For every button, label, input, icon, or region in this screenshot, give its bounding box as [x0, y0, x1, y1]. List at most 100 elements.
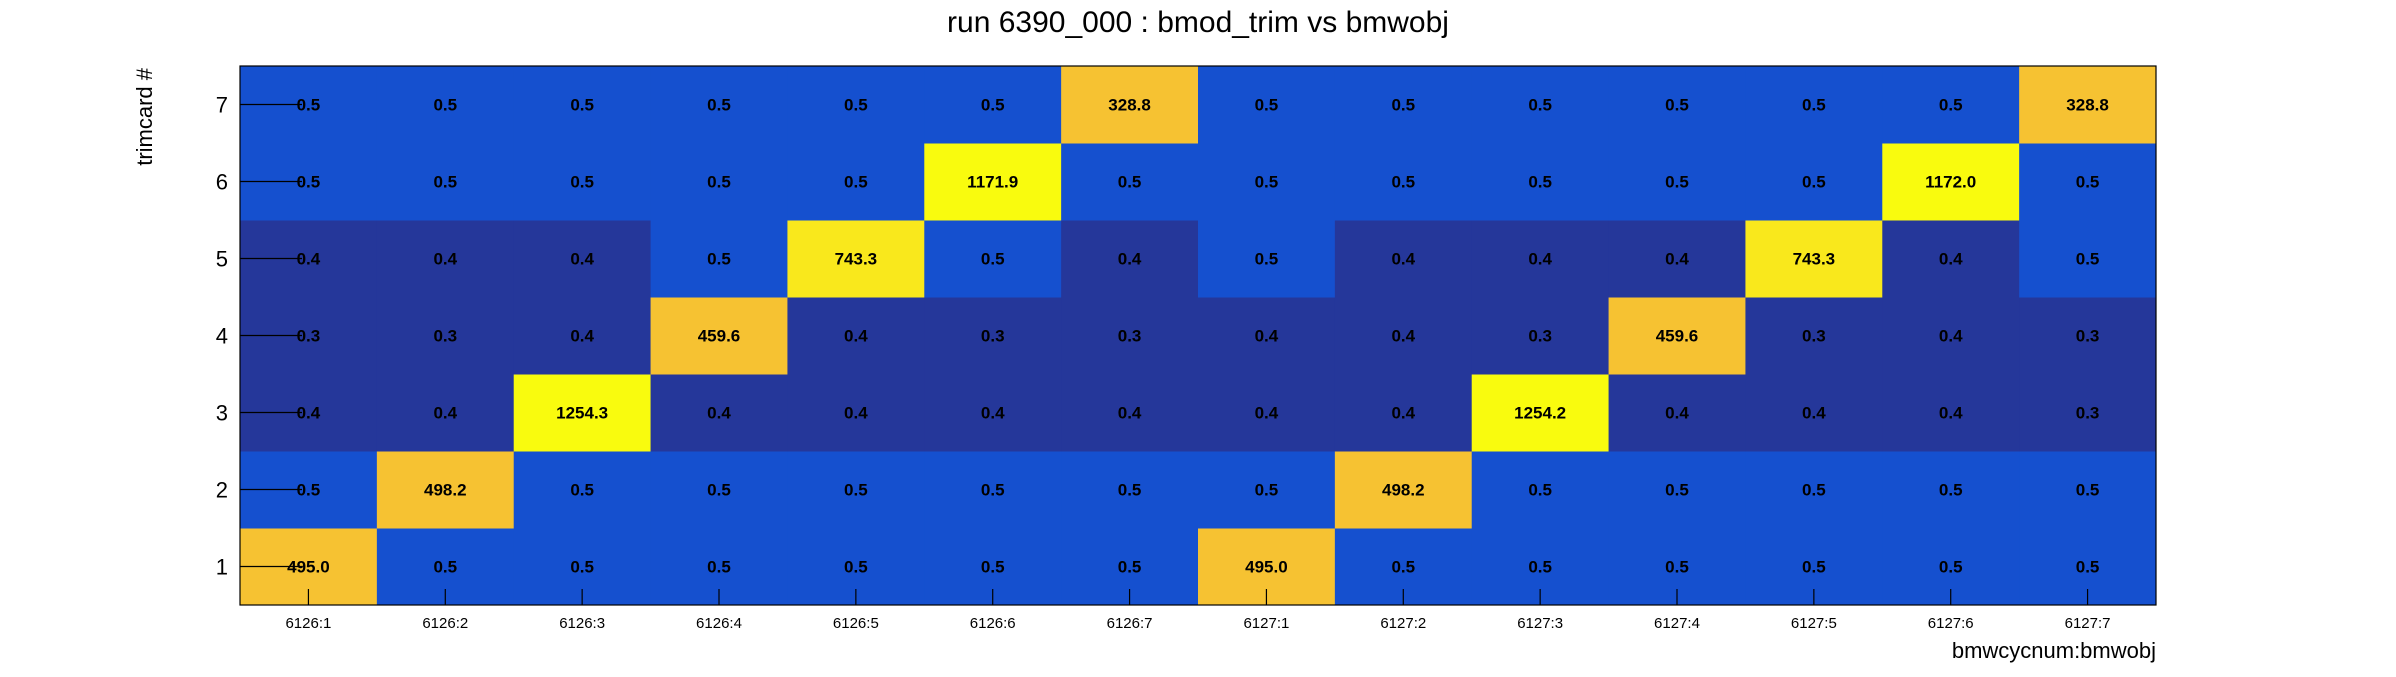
cell-value-label: 0.4 [1665, 404, 1689, 423]
cell-value-label: 0.5 [1255, 481, 1279, 500]
cell-value-label: 0.5 [981, 481, 1005, 500]
cell-value-label: 0.3 [1528, 327, 1552, 346]
y-tick-label: 2 [216, 478, 228, 503]
heatmap-cell [650, 220, 788, 298]
heatmap-cell [924, 66, 1062, 144]
cell-value-label: 0.4 [1665, 250, 1689, 269]
heatmap-cell [513, 143, 652, 221]
cell-value-label: 328.8 [2066, 96, 2109, 115]
cell-value-label: 0.3 [2076, 404, 2100, 423]
heatmap-cell [1608, 66, 1746, 144]
cell-value-label: 0.5 [570, 481, 594, 500]
heatmap-cell [1745, 66, 1883, 144]
heatmap-cell [787, 374, 925, 452]
heatmap-cell [2019, 451, 2157, 529]
x-tick-label: 6126:4 [696, 615, 742, 632]
heatmap-cell [1608, 451, 1746, 529]
heatmap-cell [1745, 297, 1883, 375]
cell-value-label: 0.4 [844, 404, 868, 423]
cell-value-label: 0.5 [1255, 173, 1279, 192]
cell-value-label: 0.5 [2076, 173, 2100, 192]
cell-value-label: 0.5 [707, 96, 731, 115]
cell-value-label: 0.4 [1939, 250, 1963, 269]
cell-value-label: 0.5 [1939, 481, 1963, 500]
cell-value-label: 0.3 [2076, 327, 2100, 346]
heatmap-cell [787, 451, 925, 529]
cell-value-label: 0.5 [1802, 481, 1826, 500]
heatmap-cell [787, 66, 925, 144]
heatmap-cell [787, 297, 925, 375]
y-axis-title: trimcard # [132, 67, 157, 166]
y-tick-label: 6 [216, 170, 228, 195]
heatmap-cell [1334, 66, 1473, 144]
heatmap-cell [376, 374, 515, 452]
cell-value-label: 0.5 [1665, 481, 1689, 500]
cell-value-label: 0.5 [433, 173, 457, 192]
cell-value-label: 0.5 [707, 250, 731, 269]
y-tick-label: 4 [216, 324, 228, 349]
heatmap-cell [1471, 220, 1610, 298]
cell-value-label: 0.5 [844, 173, 868, 192]
heatmap-cell [650, 143, 788, 221]
heatmap-cell [787, 143, 925, 221]
x-tick-label: 6126:7 [1107, 615, 1153, 632]
heatmap-cell [1608, 220, 1746, 298]
cell-value-label: 0.5 [1118, 173, 1142, 192]
heatmap-cell [924, 297, 1062, 375]
cell-value-label: 1171.9 [967, 173, 1018, 192]
cell-value-label: 0.4 [1391, 327, 1415, 346]
heatmap-cell [376, 143, 515, 221]
heatmap-cell [650, 374, 788, 452]
heatmap-cell [2019, 297, 2157, 375]
heatmap-cell [376, 297, 515, 375]
cell-value-label: 498.2 [1382, 481, 1425, 500]
heatmap-cell [1608, 143, 1746, 221]
heatmap-cell [1471, 66, 1610, 144]
heatmap-cell [1882, 220, 2020, 298]
cell-value-label: 0.5 [1665, 96, 1689, 115]
cell-value-label: 0.5 [1528, 481, 1552, 500]
heatmap-cell [1745, 374, 1883, 452]
x-tick-label: 6126:3 [559, 615, 605, 632]
heatmap-cell [1334, 451, 1473, 529]
heatmap-cell [1061, 451, 1199, 529]
heatmap-cell [787, 220, 925, 298]
cell-value-label: 0.5 [1391, 558, 1415, 577]
heatmap-cell [513, 374, 652, 452]
heatmap-cell [924, 451, 1062, 529]
cell-value-label: 0.4 [433, 404, 457, 423]
cell-value-label: 0.5 [844, 481, 868, 500]
heatmap-cell [1061, 66, 1199, 144]
chart-title: run 6390_000 : bmod_trim vs bmwobj [947, 6, 1449, 39]
cell-value-label: 459.6 [698, 327, 741, 346]
x-tick-label: 6127:3 [1517, 615, 1563, 632]
y-tick-label: 7 [216, 93, 228, 118]
heatmap-cell [1061, 220, 1199, 298]
cell-value-label: 0.5 [1939, 96, 1963, 115]
heatmap-cell [1198, 374, 1336, 452]
cell-value-label: 498.2 [424, 481, 467, 500]
cell-value-label: 0.5 [2076, 558, 2100, 577]
x-tick-label: 6126:2 [422, 615, 468, 632]
heatmap-cell [2019, 66, 2157, 144]
y-tick-label: 5 [216, 247, 228, 272]
heatmap-cell [1198, 220, 1336, 298]
heatmap-cell [513, 220, 652, 298]
cell-value-label: 0.4 [1802, 404, 1826, 423]
cell-value-label: 0.5 [1391, 96, 1415, 115]
cell-value-label: 0.5 [297, 96, 321, 115]
heatmap-cell [513, 297, 652, 375]
heatmap-cell [1198, 451, 1336, 529]
cell-value-label: 0.4 [1255, 327, 1279, 346]
x-tick-label: 6127:6 [1928, 615, 1974, 632]
heatmap-cells [240, 66, 2157, 606]
heatmap-cell [1061, 297, 1199, 375]
cell-value-label: 0.3 [433, 327, 457, 346]
heatmap-cell [650, 297, 788, 375]
cell-value-label: 459.6 [1656, 327, 1699, 346]
cell-value-label: 0.5 [1255, 250, 1279, 269]
cell-value-label: 0.4 [1939, 404, 1963, 423]
cell-value-label: 0.5 [844, 96, 868, 115]
heatmap-cell [1334, 297, 1473, 375]
cell-value-label: 0.5 [570, 96, 594, 115]
